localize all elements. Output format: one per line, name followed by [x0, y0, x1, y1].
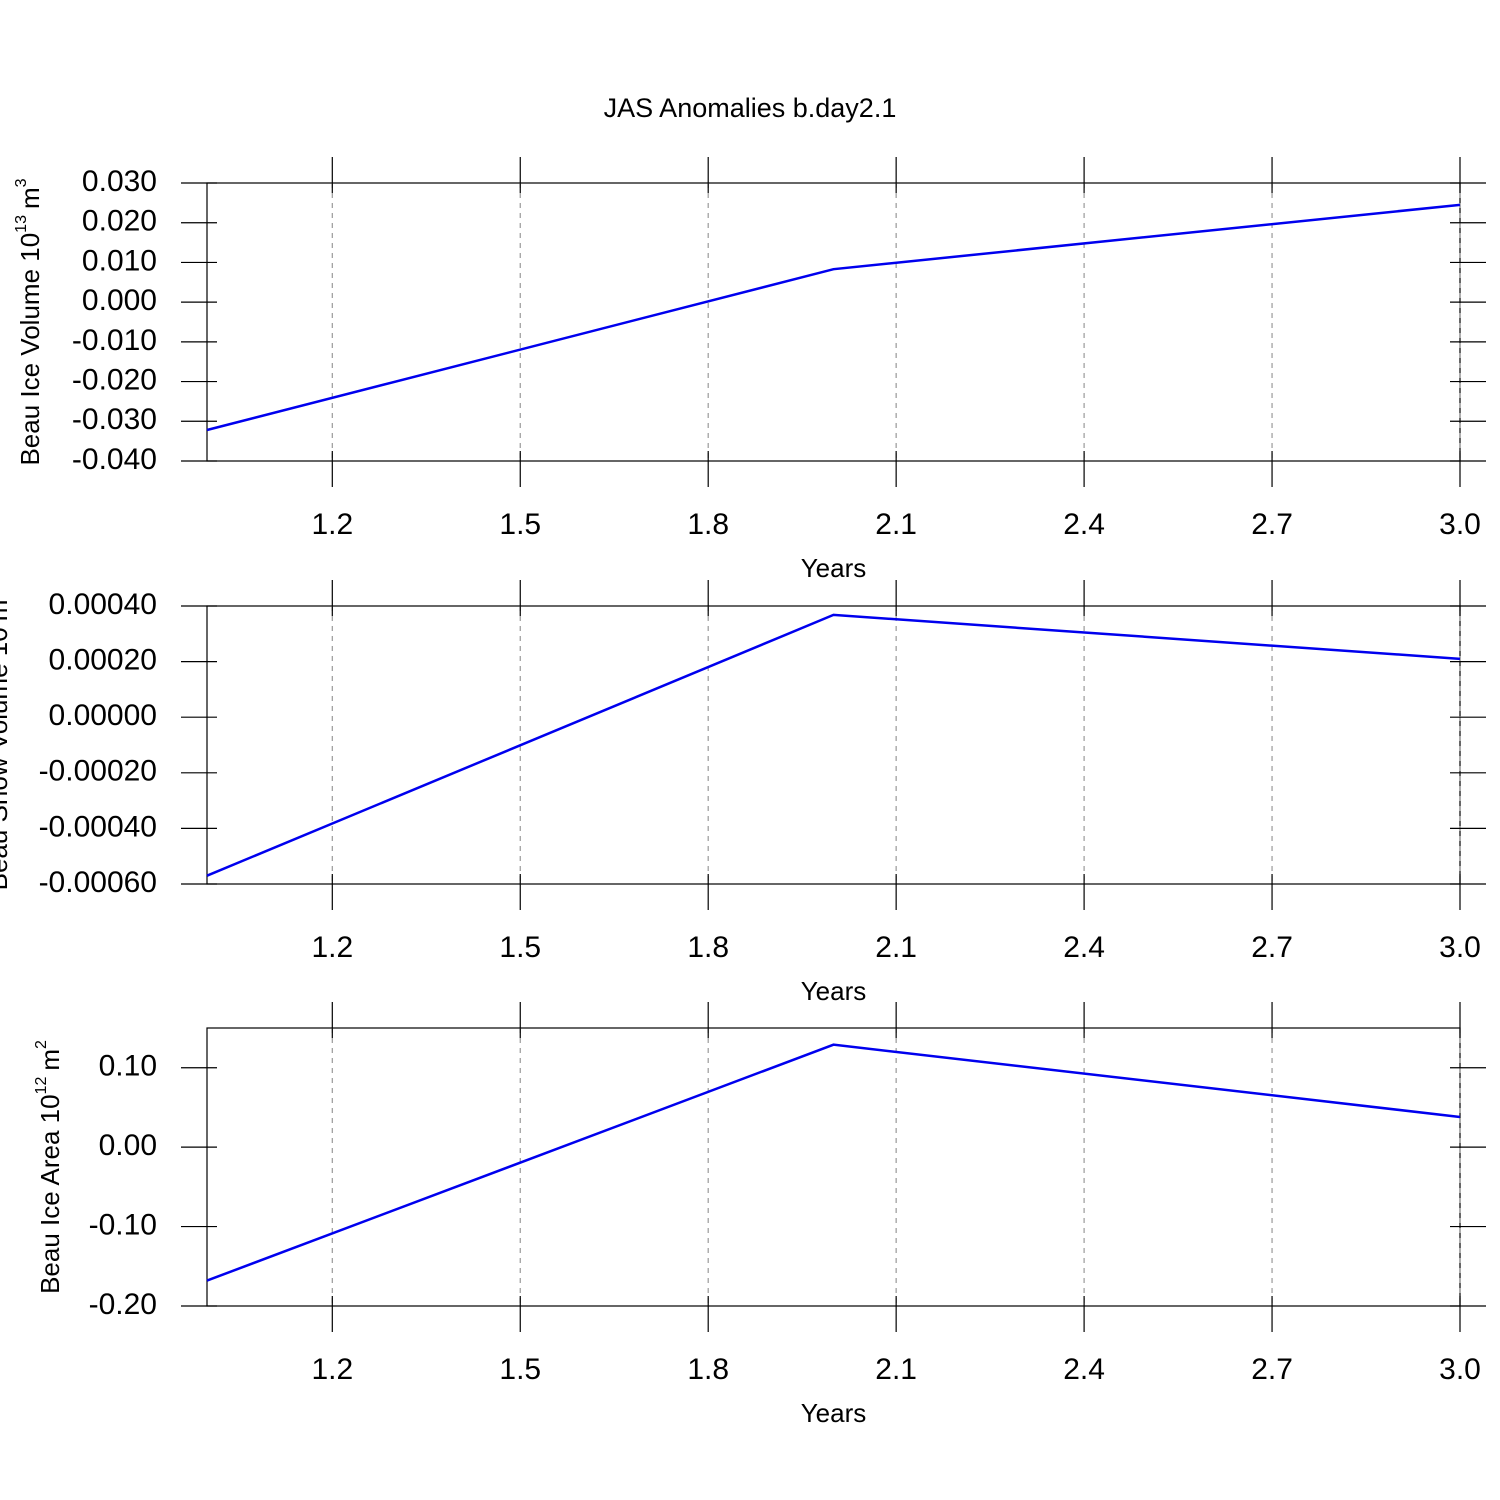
x-tick-label: 1.2 — [311, 1353, 353, 1386]
x-tick-label: 2.4 — [1063, 508, 1105, 541]
x-tick-label: 1.5 — [499, 1353, 541, 1386]
y-tick-label: -0.00040 — [39, 810, 157, 843]
y-tick-label: -0.10 — [89, 1208, 157, 1241]
y-axis-label: Beau Ice Volume 1013 m3 — [13, 178, 45, 465]
x-tick-label: 1.2 — [311, 931, 353, 964]
x-tick-label: 1.5 — [499, 931, 541, 964]
x-axis-label: Years — [801, 1398, 867, 1428]
y-tick-label: 0.10 — [99, 1050, 157, 1083]
y-axis-label: Beau Snow Volume 10 m — [0, 600, 13, 891]
y-tick-label: -0.040 — [72, 443, 157, 476]
y-axis-label-exp: 12 — [33, 1077, 50, 1095]
x-tick-label: 1.5 — [499, 508, 541, 541]
x-tick-label: 1.2 — [311, 508, 353, 541]
data-line — [206, 203, 1461, 432]
x-tick-label: 2.1 — [875, 931, 917, 964]
x-tick-label: 2.1 — [875, 508, 917, 541]
y-axis-label-text: Beau Ice Volume 10 — [15, 233, 45, 466]
y-axis-label-text: Beau Snow Volume 10 — [0, 627, 13, 890]
y-tick-label: 0.000 — [82, 284, 157, 317]
x-tick-label: 2.1 — [875, 1353, 917, 1386]
x-tick-label: 2.7 — [1251, 1353, 1293, 1386]
plot-frame — [206, 1027, 1461, 1307]
y-tick-label: -0.020 — [72, 363, 157, 396]
y-axis-label-text: Beau Ice Area 10 — [35, 1094, 65, 1293]
y-axis-label-exp: 13 — [13, 215, 30, 233]
x-tick-label: 1.8 — [687, 1353, 729, 1386]
y-tick-label: -0.030 — [72, 403, 157, 436]
x-tick-label: 2.7 — [1251, 931, 1293, 964]
y-tick-label: -0.00060 — [39, 866, 157, 899]
y-tick-label: 0.00020 — [49, 644, 157, 677]
y-tick-label: 0.030 — [82, 165, 157, 198]
y-axis-label-unit: m — [0, 600, 13, 622]
chart-title: JAS Anomalies b.day2.1 — [604, 93, 897, 123]
y-axis-label-unit-exp: 3 — [13, 178, 30, 187]
y-tick-label: 0.010 — [82, 244, 157, 277]
y-axis-label-unit: m — [15, 187, 45, 209]
y-axis-label: Beau Ice Area 1012 m2 — [33, 1040, 65, 1294]
y-axis-label-unit-exp: 2 — [33, 1040, 50, 1049]
plot-frame — [206, 605, 1461, 885]
x-tick-label: 2.4 — [1063, 1353, 1105, 1386]
x-axis-label: Years — [801, 553, 867, 583]
y-tick-label: 0.00 — [99, 1129, 157, 1162]
x-axis-label: Years — [801, 976, 867, 1006]
x-tick-label: 2.7 — [1251, 508, 1293, 541]
data-line — [206, 613, 1461, 877]
x-tick-label: 1.8 — [687, 508, 729, 541]
x-tick-label: 2.4 — [1063, 931, 1105, 964]
x-tick-label: 3.0 — [1439, 931, 1481, 964]
x-tick-label: 1.8 — [687, 931, 729, 964]
y-tick-label: -0.20 — [89, 1288, 157, 1321]
plot-frame — [206, 182, 1461, 462]
x-tick-label: 3.0 — [1439, 508, 1481, 541]
y-tick-label: 0.00000 — [49, 699, 157, 732]
y-tick-label: -0.00020 — [39, 755, 157, 788]
y-axis-label-unit: m — [35, 1049, 65, 1071]
y-tick-label: -0.010 — [72, 324, 157, 357]
data-line — [206, 1043, 1461, 1282]
x-tick-label: 3.0 — [1439, 1353, 1481, 1386]
y-tick-label: 0.00040 — [49, 588, 157, 621]
y-tick-label: 0.020 — [82, 205, 157, 238]
